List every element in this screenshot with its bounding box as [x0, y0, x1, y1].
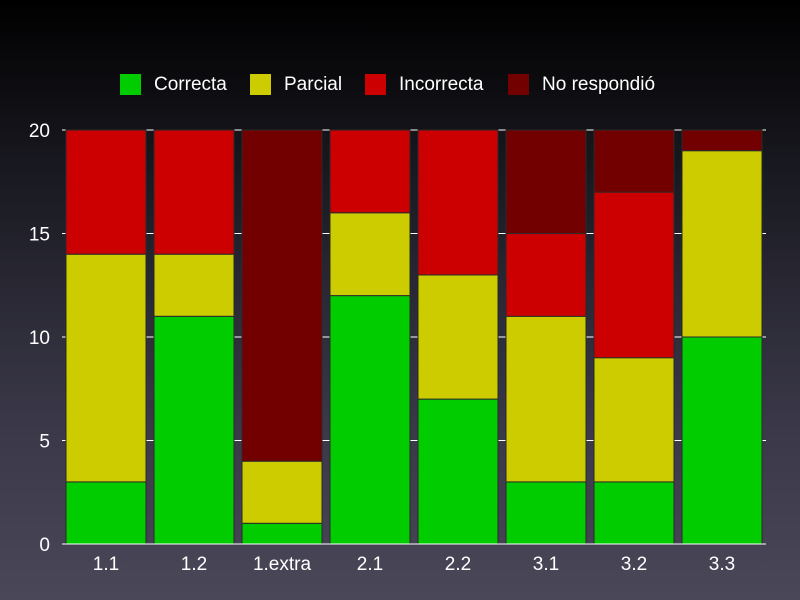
bar-1.2-series-2	[153, 129, 235, 255]
bar-1.2-series-1	[153, 253, 235, 317]
legend-label-1: Parcial	[284, 74, 342, 95]
bar-1.extra-series-1	[241, 460, 323, 524]
x-tick-label-3: 2.1	[357, 554, 383, 575]
bar-3.3-series-1	[681, 150, 763, 338]
bar-2.1-series-2	[329, 129, 411, 214]
bar-3.2-series-1	[593, 357, 675, 483]
bar-1.extra-series-0	[241, 522, 323, 545]
bar-1.1-series-1	[65, 253, 147, 483]
bar-1.2-series-0	[153, 315, 235, 545]
legend-swatch-2	[365, 74, 386, 95]
bar-1.extra-series-3	[241, 129, 323, 462]
x-tick-label-5: 3.1	[533, 554, 559, 575]
bar-3.2-series-2	[593, 191, 675, 359]
bar-2.2-series-2	[417, 129, 499, 276]
legend-swatch-1	[250, 74, 271, 95]
bars	[65, 129, 763, 545]
bar-1.1-series-0	[65, 481, 147, 545]
y-tick-label-1: 5	[39, 432, 50, 453]
legend-swatch-0	[120, 74, 141, 95]
x-axis-ticks: 1.1 1.2 1.extra 2.1 2.2 3.1 3.2 3.3	[93, 554, 735, 575]
bar-1.1-series-2	[65, 129, 147, 255]
y-tick-label-0: 0	[39, 535, 50, 556]
bar-3.2-series-0	[593, 481, 675, 545]
bar-2.2-series-0	[417, 398, 499, 545]
legend-label-2: Incorrecta	[399, 74, 484, 95]
bar-3.1-series-1	[505, 315, 587, 483]
bar-2.2-series-1	[417, 274, 499, 400]
bar-3.1-series-2	[505, 233, 587, 317]
bar-3.3-series-3	[681, 129, 763, 152]
bar-2.1-series-1	[329, 212, 411, 297]
x-tick-label-6: 3.2	[621, 554, 647, 575]
bar-3.1-series-0	[505, 481, 587, 545]
bar-3.1-series-3	[505, 129, 587, 234]
bar-2.1-series-0	[329, 295, 411, 545]
legend-swatch-3	[508, 74, 529, 95]
bar-3.2-series-3	[593, 129, 675, 193]
x-tick-label-1: 1.2	[181, 554, 207, 575]
x-tick-label-2: 1.extra	[253, 554, 312, 575]
y-axis-ticks: 0 5 10 15 20	[29, 121, 50, 556]
x-tick-label-4: 2.2	[445, 554, 471, 575]
bar-3.3-series-0	[681, 336, 763, 545]
x-tick-label-0: 1.1	[93, 554, 119, 575]
y-tick-label-3: 15	[29, 225, 50, 246]
legend-label-0: Correcta	[154, 74, 227, 95]
y-tick-label-2: 10	[29, 328, 50, 349]
x-tick-label-7: 3.3	[709, 554, 735, 575]
y-tick-label-4: 20	[29, 121, 50, 142]
legend: Correcta Parcial Incorrecta No respondió	[120, 74, 655, 95]
legend-label-3: No respondió	[542, 74, 655, 95]
